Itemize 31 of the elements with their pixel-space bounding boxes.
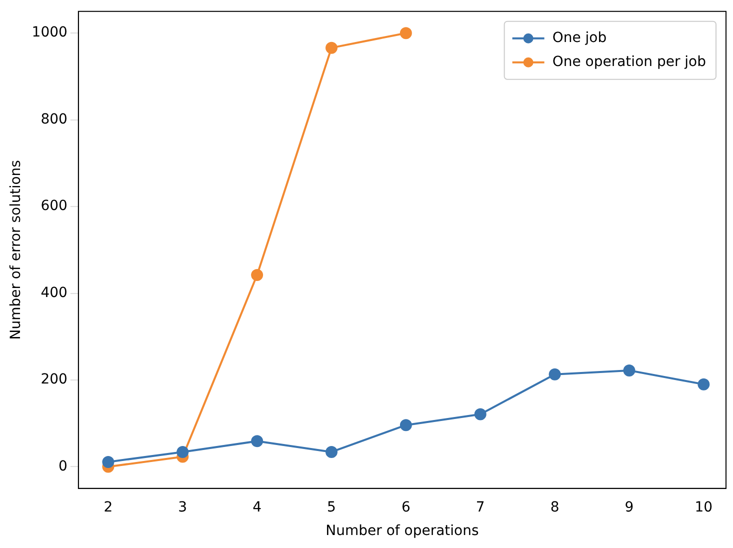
y-axis-title: Number of error solutions bbox=[8, 160, 24, 340]
y-tick-label: 200 bbox=[40, 372, 68, 388]
point bbox=[251, 435, 264, 448]
x-tick-label: 5 bbox=[327, 499, 336, 516]
y-tick-label: 0 bbox=[58, 458, 68, 474]
x-tick-label: 8 bbox=[550, 499, 560, 516]
point bbox=[326, 42, 338, 54]
y-tick-label: 1000 bbox=[32, 24, 68, 41]
point bbox=[698, 378, 710, 390]
y-tick-label: 600 bbox=[40, 198, 68, 214]
x-tick-label: 10 bbox=[694, 499, 713, 516]
x-tick-label: 7 bbox=[476, 499, 485, 516]
point bbox=[176, 446, 189, 458]
legend-label: One job bbox=[552, 30, 607, 46]
x-tick-label: 9 bbox=[624, 499, 634, 516]
point bbox=[400, 419, 412, 432]
y-tick-label: 400 bbox=[40, 284, 68, 301]
point bbox=[326, 446, 338, 458]
point bbox=[102, 456, 114, 468]
point bbox=[623, 364, 636, 376]
point bbox=[474, 408, 486, 420]
y-tick-label: 800 bbox=[40, 111, 68, 128]
point bbox=[400, 27, 412, 40]
x-axis-title: Number of operations bbox=[326, 523, 479, 540]
x-tick-label: 4 bbox=[252, 499, 262, 516]
x-tick-label: 6 bbox=[401, 499, 410, 516]
x-tick-label: 3 bbox=[178, 499, 188, 516]
x-tick-label: 2 bbox=[104, 499, 113, 516]
legend-label: One operation per job bbox=[552, 54, 706, 70]
point bbox=[548, 368, 561, 380]
point bbox=[251, 269, 264, 282]
